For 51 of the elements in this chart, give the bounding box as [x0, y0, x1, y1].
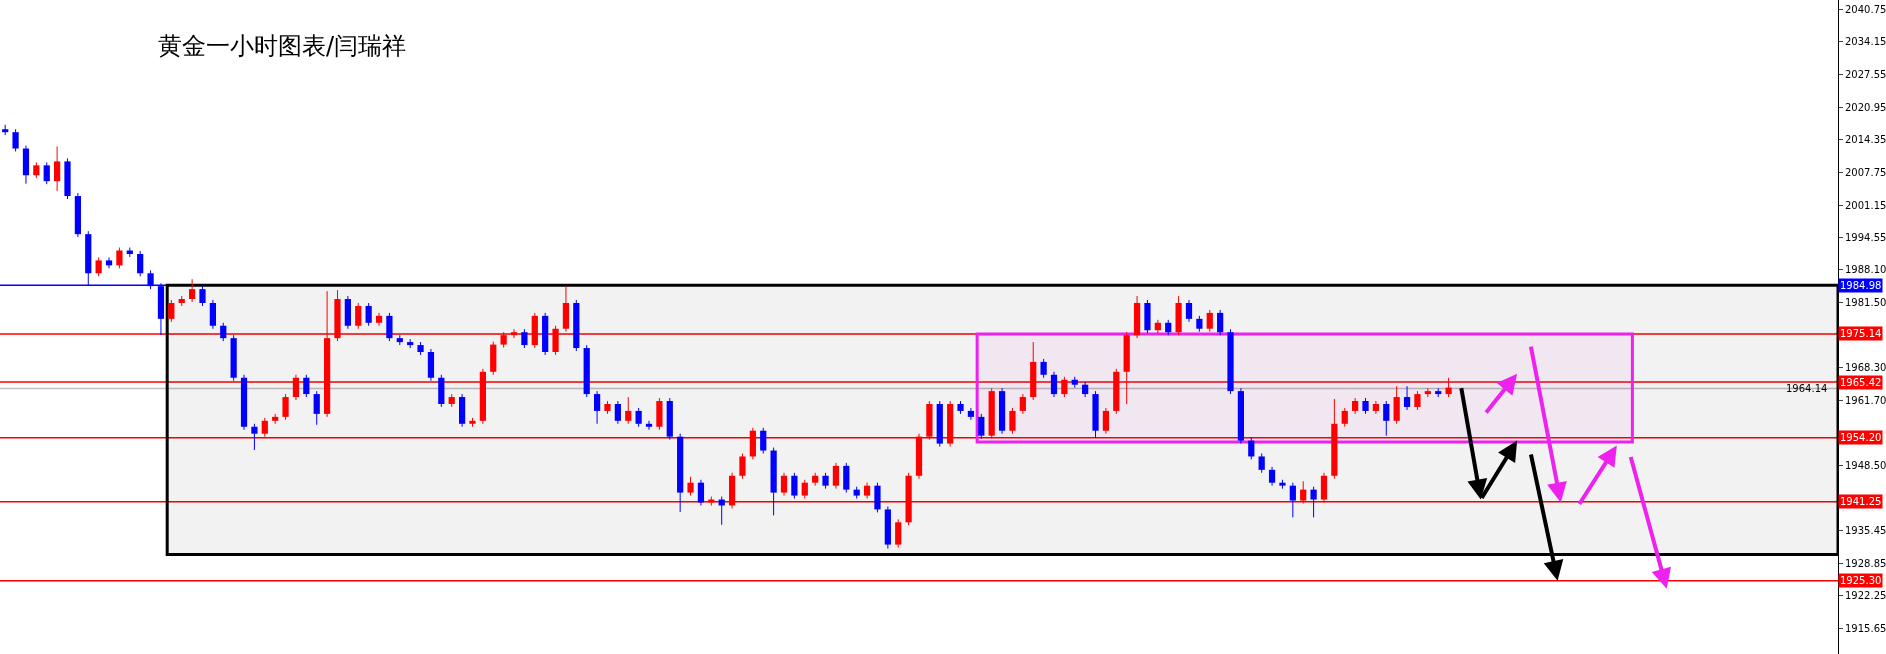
y-tick-label: 1981.50 — [1845, 296, 1886, 308]
y-tick-label: 2020.95 — [1845, 101, 1886, 113]
y-tick-label: 2040.75 — [1845, 3, 1886, 15]
candlestick — [822, 472, 829, 490]
candlestick — [687, 476, 694, 497]
candlestick — [656, 397, 663, 431]
ref-line-label: 1941.25 — [1840, 496, 1882, 507]
candlestick — [1227, 328, 1234, 395]
candlestick — [12, 128, 19, 152]
candlestick — [116, 247, 123, 269]
candlestick — [64, 157, 71, 200]
candlestick — [957, 400, 964, 415]
candlestick — [1414, 390, 1421, 411]
text: 黄金一小时图表/闫瑞祥 — [158, 32, 407, 60]
y-tick-label: 1948.50 — [1845, 460, 1886, 472]
ref-line-label: 1964.14 — [1786, 383, 1828, 394]
y-tick-label: 2034.15 — [1845, 36, 1886, 48]
candlestick — [386, 312, 393, 342]
candlestick — [417, 341, 424, 356]
y-tick-label: 2007.75 — [1845, 167, 1886, 179]
candlestick — [251, 423, 258, 451]
candlestick — [791, 472, 798, 500]
y-tick-label: 1922.25 — [1845, 590, 1886, 602]
candlestick — [739, 452, 746, 480]
candlestick — [1092, 390, 1099, 439]
candlestick — [282, 393, 289, 421]
y-tick-label: 2001.15 — [1845, 199, 1886, 211]
y-tick-label: 1928.85 — [1845, 557, 1886, 569]
candlestick — [469, 417, 476, 428]
y-tick-label: 1988.10 — [1845, 264, 1886, 276]
candlestick — [874, 482, 881, 513]
y-tick-label: 1915.65 — [1845, 623, 1886, 634]
y-tick-label: 1935.45 — [1845, 524, 1886, 536]
ref-line-label: 1925.30 — [1840, 575, 1882, 586]
candlestick — [1279, 479, 1286, 490]
ref-line-label: 1965.42 — [1840, 377, 1882, 388]
ref-line-label: 1984.98 — [1840, 280, 1882, 291]
y-tick-label: 1994.55 — [1845, 232, 1886, 244]
candlestick — [521, 328, 528, 349]
candlestick — [1040, 358, 1047, 379]
ref-line-label: 1954.20 — [1840, 432, 1882, 443]
y-tick-label: 2027.55 — [1845, 69, 1886, 81]
candlestick — [604, 400, 611, 415]
y-tick-label: 2014.35 — [1845, 134, 1886, 146]
candlestick — [1144, 299, 1151, 334]
candlestick — [1009, 407, 1016, 435]
y-tick-label: 1968.30 — [1845, 362, 1886, 374]
y-tick-label: 1961.70 — [1845, 395, 1886, 407]
candlestick — [1362, 397, 1369, 415]
ref-line-label: 1975.14 — [1840, 328, 1882, 339]
candlestick — [1310, 486, 1317, 518]
